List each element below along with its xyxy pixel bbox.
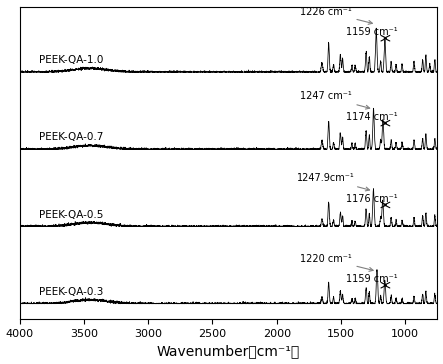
Text: PEEK-QA-0.7: PEEK-QA-0.7 bbox=[39, 132, 103, 142]
Text: 1159 cm⁻¹: 1159 cm⁻¹ bbox=[346, 27, 397, 37]
Text: 1220 cm⁻¹: 1220 cm⁻¹ bbox=[300, 254, 373, 271]
Text: 1247 cm⁻¹: 1247 cm⁻¹ bbox=[300, 91, 369, 109]
Text: PEEK-QA-0.5: PEEK-QA-0.5 bbox=[39, 210, 103, 219]
Text: 1176 cm⁻¹: 1176 cm⁻¹ bbox=[346, 194, 397, 204]
Text: 1159 cm⁻¹: 1159 cm⁻¹ bbox=[346, 274, 397, 284]
Text: 1174 cm⁻¹: 1174 cm⁻¹ bbox=[346, 112, 397, 122]
Text: PEEK-QA-1.0: PEEK-QA-1.0 bbox=[39, 55, 103, 65]
Text: 1247.9cm⁻¹: 1247.9cm⁻¹ bbox=[297, 173, 369, 191]
Text: PEEK-QA-0.3: PEEK-QA-0.3 bbox=[39, 287, 103, 297]
X-axis label: Wavenumber（cm⁻¹）: Wavenumber（cm⁻¹） bbox=[157, 344, 300, 359]
Text: 1226 cm⁻¹: 1226 cm⁻¹ bbox=[300, 7, 373, 24]
